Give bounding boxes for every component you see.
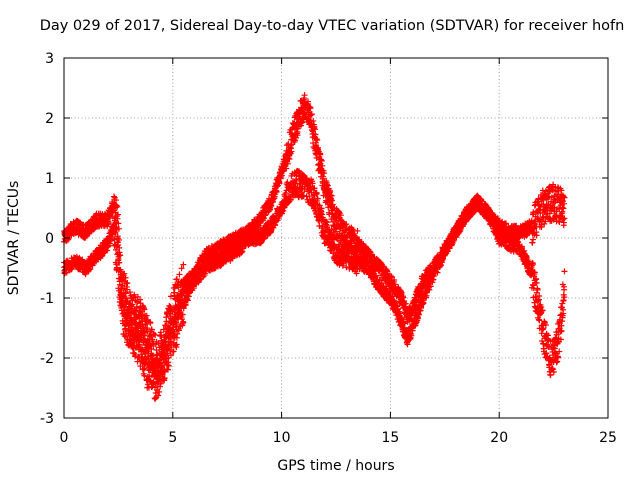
data-point	[167, 352, 174, 359]
data-point	[180, 261, 187, 268]
data-point	[176, 271, 183, 278]
data-point	[122, 290, 129, 297]
data-point	[173, 321, 180, 328]
grid-lines	[64, 58, 608, 418]
data-point	[107, 237, 114, 244]
data-point	[122, 274, 129, 281]
data-point	[165, 362, 172, 369]
data-point	[170, 328, 177, 335]
data-point	[276, 180, 283, 187]
data-point	[153, 347, 160, 354]
data-point	[287, 196, 294, 203]
data-point	[116, 259, 123, 266]
data-point	[115, 211, 122, 218]
data-point	[196, 276, 203, 283]
data-point	[174, 330, 181, 337]
data-point	[273, 188, 280, 195]
data-point	[124, 280, 131, 287]
data-point	[160, 326, 167, 333]
data-point	[143, 312, 150, 319]
data-point	[147, 320, 154, 327]
data-point	[129, 301, 136, 308]
data-point	[141, 365, 148, 372]
data-point	[116, 236, 123, 243]
data-point	[288, 142, 295, 149]
data-point	[113, 197, 120, 204]
data-point	[301, 92, 308, 99]
data-point	[121, 270, 128, 277]
data-point	[178, 265, 185, 272]
data-point	[87, 266, 94, 273]
data-point	[190, 285, 197, 292]
data-point	[293, 177, 300, 184]
data-point	[115, 225, 122, 232]
data-point	[170, 348, 177, 355]
data-point	[173, 341, 180, 348]
data-point	[156, 388, 163, 395]
data-series-sdtvar	[61, 92, 568, 402]
data-point	[260, 236, 267, 243]
data-point	[283, 165, 290, 172]
data-point	[141, 372, 148, 379]
data-point	[167, 293, 174, 300]
data-point	[180, 319, 187, 326]
chart-title: Day 029 of 2017, Sidereal Day-to-day VTE…	[40, 18, 625, 34]
data-point	[147, 341, 154, 348]
data-point	[179, 311, 186, 318]
data-point	[148, 346, 155, 353]
data-point	[113, 202, 120, 209]
data-point	[105, 219, 112, 226]
data-point	[122, 325, 129, 332]
data-point	[113, 246, 120, 253]
data-point	[182, 301, 189, 308]
series-group	[61, 92, 568, 402]
data-point	[115, 220, 122, 227]
data-point	[131, 291, 138, 298]
data-point	[126, 289, 133, 296]
data-point	[262, 211, 269, 218]
data-point	[175, 327, 182, 334]
data-point	[205, 244, 212, 251]
data-point	[150, 331, 157, 338]
data-point	[155, 392, 162, 399]
data-point	[139, 344, 146, 351]
data-point	[142, 321, 149, 328]
data-point	[114, 203, 121, 210]
data-point	[165, 366, 172, 373]
data-point	[115, 241, 122, 248]
data-point	[148, 326, 155, 333]
data-point	[300, 192, 307, 199]
data-point	[161, 375, 168, 382]
data-point	[141, 306, 148, 313]
data-point	[288, 148, 295, 155]
data-point	[117, 252, 124, 259]
data-point	[299, 189, 306, 196]
data-point	[294, 132, 301, 139]
data-point	[284, 160, 291, 167]
